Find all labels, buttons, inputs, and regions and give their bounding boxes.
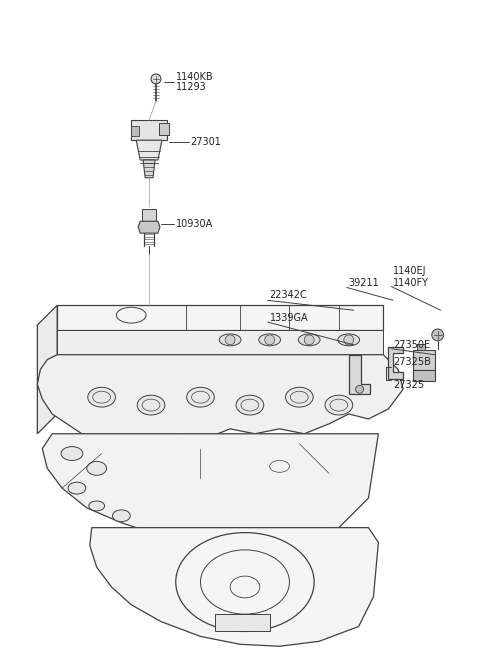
Polygon shape [136,140,162,160]
Polygon shape [37,355,403,443]
Polygon shape [349,355,371,394]
Text: 27350E: 27350E [393,340,431,350]
Circle shape [151,74,161,84]
Bar [131,127,139,136]
Ellipse shape [137,395,165,415]
Text: 10930A: 10930A [176,219,213,229]
Ellipse shape [286,387,313,407]
Ellipse shape [88,387,116,407]
Text: 1140KB: 1140KB [176,72,214,82]
Text: 39211: 39211 [349,277,380,287]
Text: 22342C: 22342C [270,291,307,300]
Text: 27301: 27301 [191,137,221,147]
Bar [413,350,435,369]
Polygon shape [90,527,378,646]
Text: 1140EJ: 1140EJ [393,266,427,276]
Bar [142,209,156,221]
Text: 27325: 27325 [393,380,424,390]
Ellipse shape [112,510,130,522]
Polygon shape [57,305,384,330]
Ellipse shape [236,395,264,415]
Polygon shape [42,434,378,545]
Ellipse shape [219,334,241,346]
Text: 1140FY: 1140FY [393,277,429,287]
Bar [159,123,169,135]
Ellipse shape [338,334,360,346]
Bar [417,344,425,350]
Bar [131,121,167,140]
Ellipse shape [259,334,280,346]
Ellipse shape [61,447,83,461]
Circle shape [264,335,275,345]
Ellipse shape [298,334,320,346]
Circle shape [432,329,444,341]
Polygon shape [37,305,57,434]
Bar [413,369,435,381]
Polygon shape [143,160,155,178]
Text: 1339GA: 1339GA [270,313,308,323]
Text: 27325B: 27325B [393,357,431,367]
Bar [216,613,270,632]
Ellipse shape [87,461,107,476]
Ellipse shape [187,387,214,407]
Circle shape [356,385,363,393]
Polygon shape [57,330,384,355]
Circle shape [344,335,354,345]
Polygon shape [388,347,403,379]
Polygon shape [138,221,160,233]
Ellipse shape [68,482,86,494]
Circle shape [225,335,235,345]
Text: 11293: 11293 [176,82,206,92]
Ellipse shape [325,395,353,415]
Ellipse shape [89,501,105,511]
Circle shape [304,335,314,345]
